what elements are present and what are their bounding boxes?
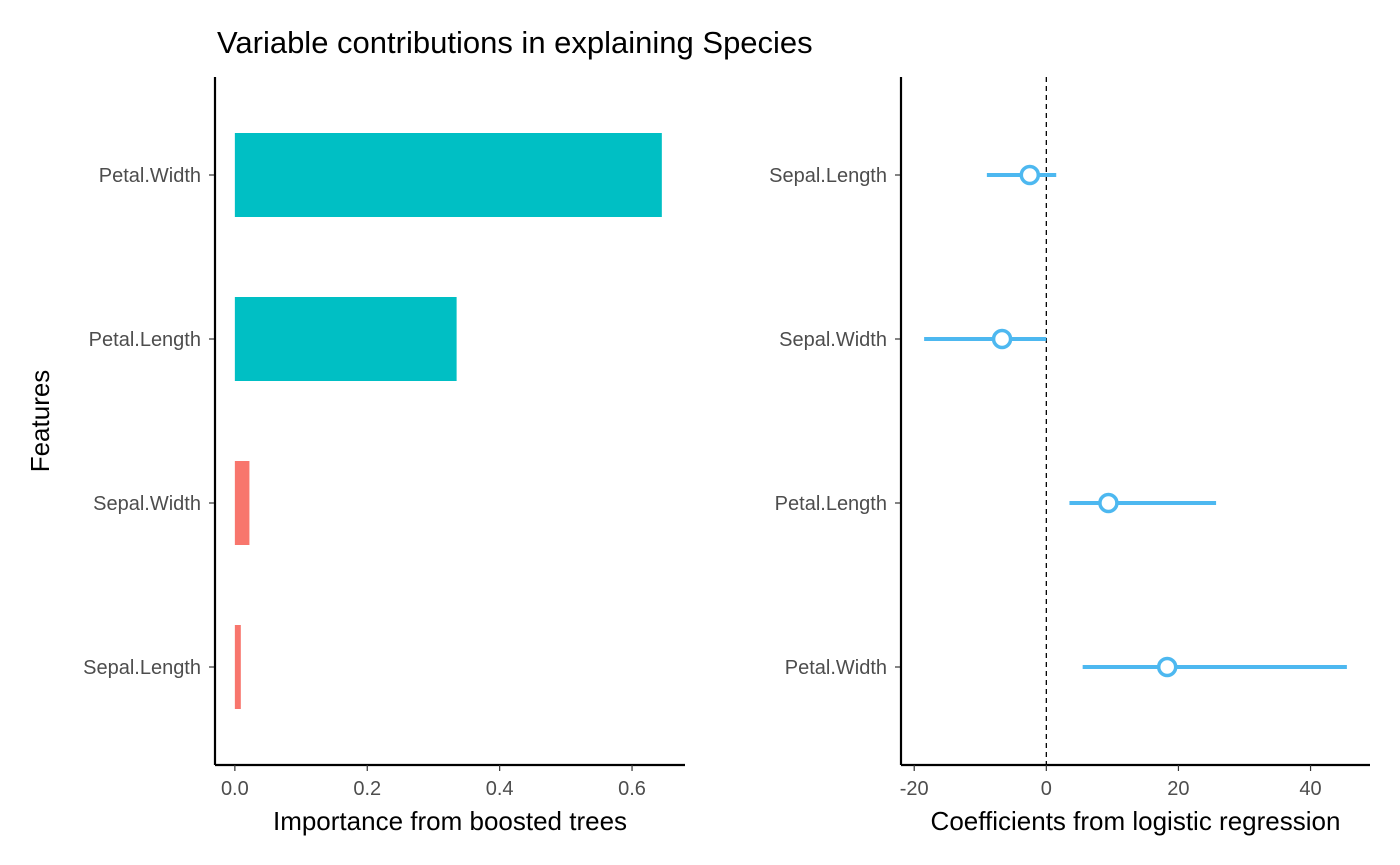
x-tick-label: 20 <box>1167 778 1189 800</box>
boosted-trees-panel: Petal.Width Petal.Length Sepal.Width Sepal.… <box>83 77 685 836</box>
bar-petal-width <box>234 133 662 217</box>
point-petal-length <box>1098 492 1119 514</box>
x-tick-label: 40 <box>1299 778 1321 800</box>
logistic-regression-panel: Sepal.Length Sepal.Width Petal.Length Petal… <box>769 77 1370 836</box>
x-tick-label: 0.2 <box>353 778 381 800</box>
y-tick-label: Petal.Length <box>89 329 201 351</box>
y-tick-label: Sepal.Width <box>93 493 201 515</box>
y-tick-label: Petal.Width <box>99 165 201 187</box>
y-tick-label: Sepal.Length <box>769 165 887 187</box>
point-petal-width <box>1156 656 1178 678</box>
chart-title: Variable contributions in explaining Spe… <box>217 25 813 60</box>
bar-sepal-length <box>234 625 241 709</box>
x-tick-label: 0.0 <box>221 778 249 800</box>
x-tick-label: 0.6 <box>618 778 646 800</box>
point-sepal-width <box>991 328 1013 350</box>
y-tick-label: Petal.Length <box>775 493 887 515</box>
bar-sepal-width <box>234 461 250 545</box>
x-tick-label: 0.4 <box>486 778 514 800</box>
x-tick-label: -20 <box>900 778 929 800</box>
y-tick-label: Petal.Width <box>785 657 887 679</box>
point-sepal-length <box>1019 164 1041 186</box>
x-tick-label: 0 <box>1041 778 1052 800</box>
x-axis-title: Importance from boosted trees <box>273 806 627 836</box>
x-axis-title: Coefficients from logistic regression <box>931 806 1341 836</box>
y-tick-label: Sepal.Length <box>83 657 201 679</box>
bar-petal-length <box>234 297 457 381</box>
y-tick-label: Sepal.Width <box>779 329 887 351</box>
y-axis-title: Features <box>25 370 55 473</box>
